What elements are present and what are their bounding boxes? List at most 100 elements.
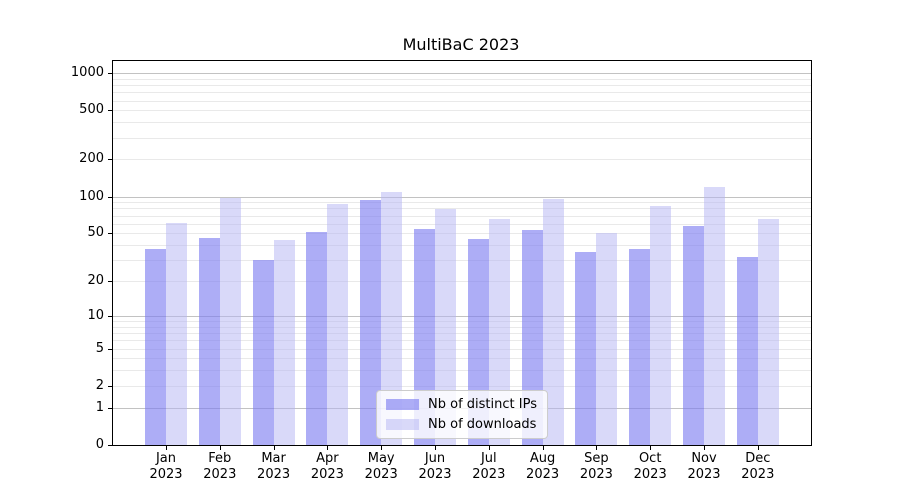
plot-area: Nb of distinct IPs Nb of downloads — [112, 60, 812, 446]
x-tick-mark — [488, 446, 490, 450]
y-tick-label: 5 — [95, 340, 104, 356]
x-tick-month: Aug — [529, 451, 556, 466]
minor-gridline — [113, 159, 811, 161]
y-tick-label: 1000 — [70, 65, 104, 80]
bar-distinct-ips-mar — [252, 260, 274, 445]
y-tick-label: 50 — [87, 225, 104, 241]
bar-downloads-dec — [757, 218, 779, 445]
y-tick-label: 20 — [87, 273, 104, 289]
x-tick-label: Nov 2023 — [674, 451, 734, 482]
x-tick-year: 2023 — [472, 466, 506, 482]
major-gridline — [113, 196, 811, 198]
y-tick-mark — [108, 315, 112, 317]
bar-downloads-aug — [542, 198, 564, 445]
chart-title: MultiBaC 2023 — [402, 35, 520, 54]
minor-gridline — [113, 85, 811, 86]
y-tick-label: 1 — [95, 399, 104, 415]
y-tick-mark — [108, 196, 112, 198]
x-tick-label: Jan 2023 — [136, 451, 196, 482]
legend-item: Nb of distinct IPs — [386, 397, 537, 412]
bar-downloads-jan — [166, 222, 187, 445]
minor-gridline — [113, 208, 811, 210]
bar-downloads-oct — [650, 205, 672, 445]
y-tick-mark — [108, 159, 112, 161]
x-tick-label: Oct 2023 — [620, 451, 680, 482]
x-tick-year: 2023 — [364, 466, 398, 482]
legend-label-downloads: Nb of downloads — [428, 417, 537, 432]
x-tick-month: Apr — [316, 451, 339, 466]
bar-distinct-ips-feb — [198, 237, 220, 445]
y-tick-mark — [108, 407, 112, 409]
y-tick-mark — [108, 348, 112, 350]
x-tick-month: Oct — [638, 451, 662, 466]
x-tick-label: Apr 2023 — [297, 451, 357, 482]
y-tick-label: 0 — [95, 437, 104, 452]
bar-distinct-ips-may — [360, 200, 382, 445]
bar-downloads-jul — [488, 219, 510, 445]
minor-gridline — [113, 137, 811, 139]
x-tick-mark — [542, 446, 544, 450]
x-tick-label: Dec 2023 — [728, 451, 788, 482]
x-tick-year: 2023 — [579, 466, 613, 482]
x-tick-month: Dec — [745, 451, 771, 466]
minor-gridline — [113, 78, 811, 80]
x-tick-month: Sep — [584, 451, 609, 466]
x-tick-mark — [704, 446, 705, 450]
y-tick-label: 500 — [79, 102, 104, 118]
legend-label-distinct-ips: Nb of distinct IPs — [428, 397, 537, 412]
y-tick-label: 2 — [95, 377, 104, 393]
x-tick-year: 2023 — [741, 466, 775, 482]
x-tick-label: May 2023 — [351, 451, 411, 482]
bar-downloads-sep — [596, 233, 618, 445]
x-tick-year: 2023 — [203, 466, 237, 482]
bar-distinct-ips-nov — [683, 226, 704, 445]
y-tick-label: 100 — [79, 188, 104, 204]
minor-gridline — [113, 321, 811, 322]
minor-gridline — [113, 245, 811, 246]
x-tick-year: 2023 — [687, 466, 721, 482]
x-tick-month: Jul — [480, 451, 497, 466]
x-tick-month: May — [367, 451, 395, 466]
minor-gridline — [113, 122, 811, 124]
legend-swatch-downloads — [386, 419, 420, 430]
bar-downloads-jun — [435, 209, 456, 445]
x-tick-year: 2023 — [149, 466, 183, 482]
y-tick-mark — [108, 445, 112, 446]
minor-gridline — [113, 100, 811, 102]
major-gridline — [113, 315, 811, 317]
x-tick-mark — [650, 446, 652, 450]
minor-gridline — [113, 340, 811, 342]
y-tick-mark — [108, 385, 112, 387]
x-tick-label: Feb 2023 — [190, 451, 250, 482]
bar-distinct-ips-apr — [306, 232, 328, 445]
x-tick-year: 2023 — [418, 466, 452, 482]
x-tick-month: Jan — [155, 451, 177, 466]
bar-distinct-ips-jan — [145, 249, 166, 445]
x-tick-month: Nov — [691, 451, 717, 466]
bar-downloads-may — [381, 192, 403, 445]
x-tick-month: Feb — [208, 451, 232, 466]
x-tick-mark — [435, 446, 436, 450]
bar-distinct-ips-dec — [736, 256, 758, 445]
x-tick-mark — [757, 446, 759, 450]
y-tick-mark — [108, 233, 112, 235]
minor-gridline — [113, 233, 811, 235]
x-tick-year: 2023 — [310, 466, 344, 482]
x-tick-label: Jun 2023 — [405, 451, 465, 482]
minor-gridline — [113, 370, 811, 372]
x-tick-mark — [166, 446, 167, 450]
minor-gridline — [113, 110, 811, 112]
minor-gridline — [113, 215, 811, 217]
minor-gridline — [113, 92, 811, 94]
bar-downloads-mar — [273, 240, 295, 445]
x-tick-month: Mar — [261, 451, 286, 466]
x-tick-mark — [327, 446, 329, 450]
minor-gridline — [113, 281, 811, 283]
y-tick-label: 10 — [87, 307, 104, 323]
y-tick-label: 200 — [79, 151, 104, 167]
x-tick-label: Sep 2023 — [566, 451, 626, 482]
legend-swatch-distinct-ips — [386, 399, 420, 410]
minor-gridline — [113, 223, 811, 225]
x-tick-year: 2023 — [526, 466, 560, 482]
